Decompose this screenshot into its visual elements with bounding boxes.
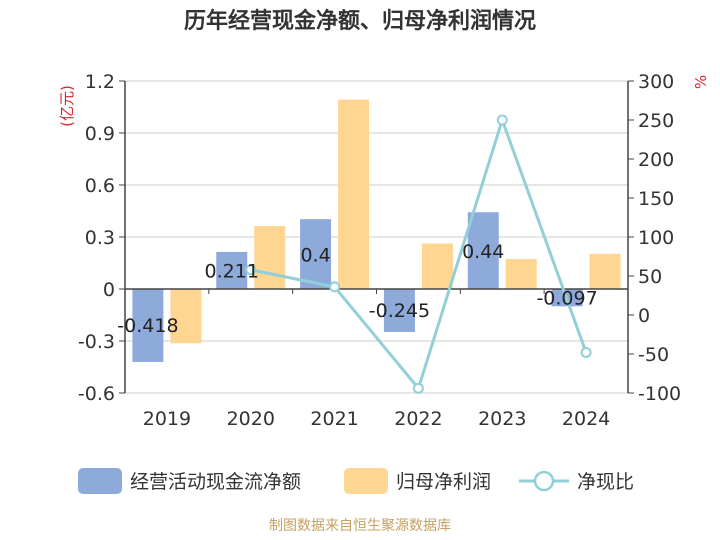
tick-label-right-7: 250 [638, 110, 674, 132]
bar-cashflow-2021 [300, 219, 332, 290]
left-axis-unit: (亿元) [58, 85, 76, 127]
ratio-line [245, 114, 592, 394]
tick-label-right-1: -50 [638, 344, 669, 366]
axes: -0.6 -0.3 0 0.3 0.6 0.9 1.2 -100 -50 0 50 100 150 200… [58, 71, 710, 430]
tick-label-right-2: 0 [638, 305, 650, 327]
data-label-cashflow-2020: 0.211 [205, 261, 259, 283]
bar-cashflow-2020 [216, 251, 248, 290]
legend-swatch-ratio-marker [533, 470, 555, 492]
bar-netprofit-2021 [338, 99, 370, 290]
ratio-point-2022 [412, 382, 424, 394]
category-label-2021: 2021 [310, 408, 358, 430]
category-label-2024: 2024 [562, 408, 610, 430]
category-label-2019: 2019 [143, 408, 191, 430]
tick-label-left-5: 0.9 [85, 123, 115, 145]
ratio-point-2020 [245, 264, 257, 276]
category-label-2022: 2022 [394, 408, 442, 430]
legend-label-netprofit: 归母净利润 [396, 471, 491, 493]
ratio-point-2021 [329, 281, 341, 293]
category-label-2020: 2020 [227, 408, 275, 430]
tick-label-left-6: 1.2 [85, 71, 115, 93]
tick-label-left-1: -0.3 [78, 331, 115, 353]
bar-netprofit-2019 [170, 288, 202, 344]
data-label-cashflow-2019: -0.418 [117, 315, 178, 337]
ratio-point-2023 [496, 114, 508, 126]
tick-label-right-5: 150 [638, 188, 674, 210]
legend-swatch-cashflow [78, 468, 122, 494]
data-label-cashflow-2021: 0.4 [300, 244, 330, 266]
bar-cashflow-2019 [132, 288, 164, 362]
data-label-cashflow-2024: -0.097 [536, 287, 597, 309]
tick-label-left-0: -0.6 [78, 383, 115, 405]
bars [132, 99, 621, 362]
tick-label-left-2: 0 [103, 279, 115, 301]
bar-netprofit-2020 [254, 226, 286, 290]
tick-label-left-4: 0.6 [85, 175, 115, 197]
data-labels: -0.418 0.211 0.4 -0.245 0.44 -0.097 [117, 241, 597, 337]
legend: 经营活动现金流净额 归母净利润 净现比 [78, 468, 634, 494]
tick-label-left-3: 0.3 [85, 227, 115, 249]
category-label-2023: 2023 [478, 408, 526, 430]
tick-label-right-8: 300 [638, 71, 674, 93]
tick-label-right-3: 50 [638, 266, 662, 288]
tick-label-right-4: 100 [638, 227, 674, 249]
tick-label-right-6: 200 [638, 149, 674, 171]
tick-label-right-0: -100 [638, 383, 681, 405]
data-label-cashflow-2023: 0.44 [462, 241, 504, 263]
bar-netprofit-2023 [505, 259, 537, 290]
grid [125, 80, 628, 394]
chart-title: 历年经营现金净额、归母净利润情况 [184, 8, 536, 34]
bar-cashflow-2022 [383, 288, 415, 332]
legend-swatch-netprofit [344, 468, 388, 494]
source-note: 制图数据来自恒生聚源数据库 [269, 518, 451, 534]
right-axis-unit: % [692, 75, 710, 89]
bar-netprofit-2022 [421, 243, 453, 290]
legend-label-ratio: 净现比 [577, 471, 634, 493]
ratio-point-2024 [580, 346, 592, 358]
data-label-cashflow-2022: -0.245 [369, 300, 430, 322]
legend-label-cashflow: 经营活动现金流净额 [130, 471, 301, 493]
bar-cashflow-2023 [467, 212, 499, 290]
bar-netprofit-2024 [589, 253, 621, 290]
